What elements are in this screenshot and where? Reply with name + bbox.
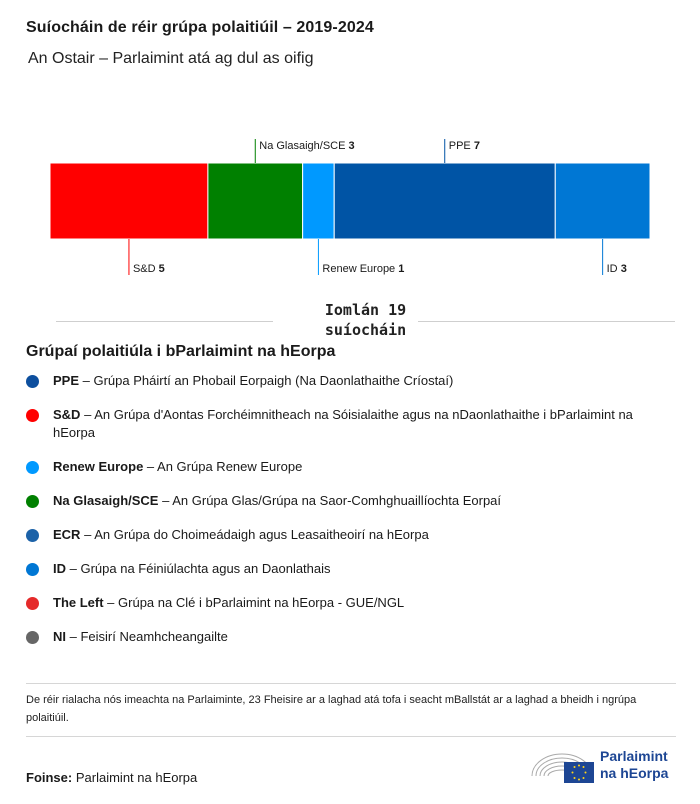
legend-desc: Grúpa na Féiniúlachta agus an Daonlathai… [80,561,331,576]
total-seats-label: Iomlán 19 suíocháin [56,300,675,340]
bar-label: PPE 7 [449,140,480,152]
chart-subtitle: An Ostair – Parlaimint atá ag dul as oif… [28,50,314,67]
legend-dot [26,461,39,474]
legend-dot [26,529,39,542]
legend-text: S&D – An Grúpa d'Aontas Forchéimnitheach… [53,407,633,440]
legend-item-left: The Left – Grúpa na Clé i bParlaimint na… [26,594,676,612]
legend-name: ID [53,561,66,576]
legend-text: Renew Europe – An Grúpa Renew Europe [53,459,303,474]
source: Foinse: Parlaimint na hEorpa [26,770,197,785]
footnote: De réir rialacha nós imeachta na Parlaim… [26,694,637,724]
legend-desc: An Grúpa do Choimeádaigh agus Leasaitheo… [94,527,429,542]
bar-segment [207,162,304,240]
legend-name: Renew Europe [53,459,144,474]
legend-item-ni: NI – Feisirí Neamhcheangailte [26,628,676,646]
legend-name: NI [53,629,66,644]
legend-name: PPE [53,373,80,388]
legend-desc: Feisirí Neamhcheangailte [80,629,228,644]
legend-desc: An Grúpa Renew Europe [157,459,303,474]
legend-name: The Left [53,595,104,610]
source-value: Parlaimint na hEorpa [75,770,198,785]
legend-name: S&D [53,407,81,422]
legend-dot [26,375,39,388]
total-rule-right [418,321,675,322]
legend-desc: Grúpa na Clé i bParlaimint na hEorpa - G… [118,595,405,610]
legend-name: ECR [53,527,81,542]
legend-item-ppe: PPE – Grúpa Pháirtí an Phobail Eorpaigh … [26,372,676,390]
legend-dot [26,631,39,644]
legend-dot [26,495,39,508]
legend-item-ecr: ECR – An Grúpa do Choimeádaigh agus Leas… [26,526,676,544]
bar-label: ID 3 [607,263,627,275]
legend-text: PPE – Grúpa Pháirtí an Phobail Eorpaigh … [53,373,454,388]
bar-segment [302,162,335,240]
total-seats-line1: Iomlán 19 [324,301,407,319]
legend-desc: An Grúpa Glas/Grúpa na Saor-Comhghuaillí… [172,493,502,508]
total-seats-line2: suíocháin [324,321,407,339]
hemicycle-icon [531,753,594,783]
source-label: Foinse: [26,770,73,785]
legend-text: The Left – Grúpa na Clé i bParlaimint na… [53,595,405,610]
legend-dot [26,563,39,576]
legend-item-renew: Renew Europe – An Grúpa Renew Europe [26,458,676,476]
bar-segment [49,162,209,240]
legend-name: Na Glasaigh/SCE [53,493,159,508]
bar-label: Renew Europe 1 [322,263,404,275]
legend: PPE – Grúpa Pháirtí an Phobail Eorpaigh … [26,372,676,662]
legend-text: ID – Grúpa na Féiniúlachta agus an Daonl… [53,561,331,576]
bar-label: S&D 5 [133,263,165,275]
bar-segment [333,162,556,240]
total-rule-left [56,321,273,322]
ep-logo-line2: na hEorpa [600,765,669,781]
legend-text: NI – Feisirí Neamhcheangailte [53,629,228,644]
bar-segment [554,162,651,240]
legend-title: Grúpaí polaitiúla i bParlaimint na hEorp… [26,343,336,360]
ep-logo-line1: Parlaimint [600,748,668,764]
seat-bar-chart: S&D 5 Na Glasaigh/SCE 3 Renew Europe 1 PPE … [49,139,651,275]
divider-bottom [26,736,676,737]
ep-logo: Parlaimint na hEorpa [530,744,680,786]
divider-top [26,683,676,684]
eu-flag-icon [564,762,594,783]
chart-title: Suíocháin de réir grúpa polaitiúil – 201… [26,19,374,36]
legend-desc: Grúpa Pháirtí an Phobail Eorpaigh (Na Da… [93,373,454,388]
total-seats: Iomlán 19 suíocháin [56,300,675,340]
legend-text: Na Glasaigh/SCE – An Grúpa Glas/Grúpa na… [53,493,502,508]
legend-item-greens: Na Glasaigh/SCE – An Grúpa Glas/Grúpa na… [26,492,676,510]
legend-item-id: ID – Grúpa na Féiniúlachta agus an Daonl… [26,560,676,578]
legend-text: ECR – An Grúpa do Choimeádaigh agus Leas… [53,527,429,542]
legend-desc: An Grúpa d'Aontas Forchéimnitheach na Só… [53,407,633,440]
legend-dot [26,597,39,610]
ep-logo-text: Parlaimint na hEorpa [600,748,668,782]
legend-dot [26,409,39,422]
bar-label: Na Glasaigh/SCE 3 [259,140,354,152]
legend-item-sd: S&D – An Grúpa d'Aontas Forchéimnitheach… [26,406,676,442]
